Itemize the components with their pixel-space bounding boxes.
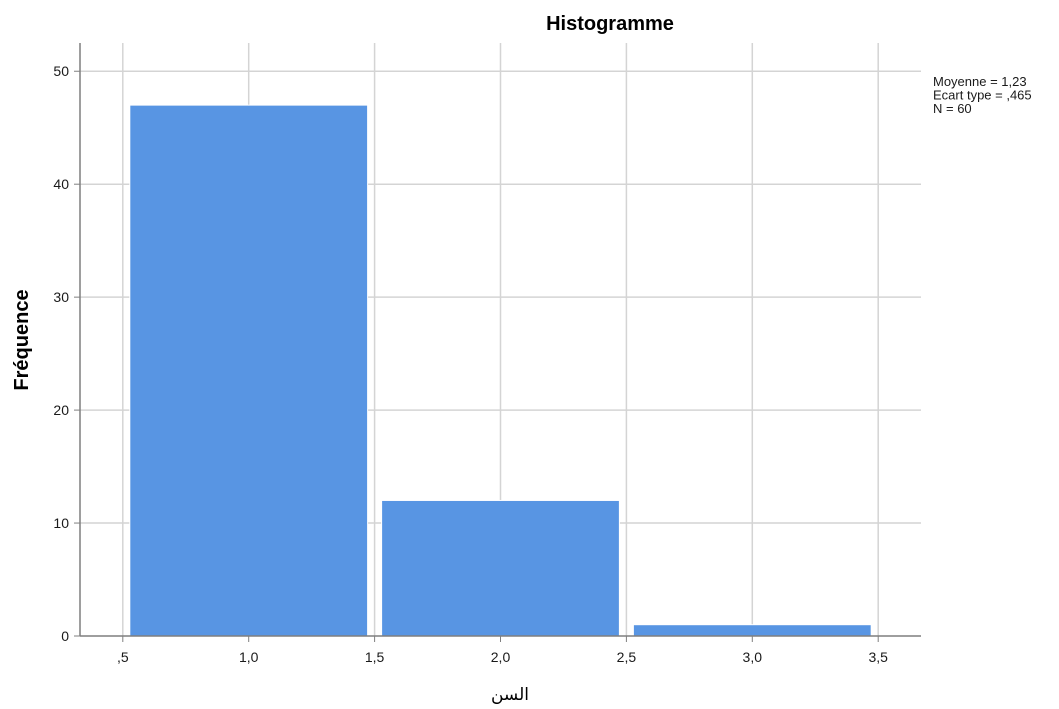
y-tick-label: 30 — [53, 289, 69, 305]
histogram-bar — [632, 624, 872, 637]
y-tick-label: 0 — [61, 628, 69, 644]
stat-line: Ecart type = ,465 — [933, 88, 1032, 103]
x-tick-label: ,5 — [117, 649, 129, 665]
y-tick-label: 40 — [53, 176, 69, 192]
x-tick-labels: ,5 1,0 1,5 2,0 2,5 3,0 3,5 — [117, 636, 888, 665]
histogram-bar — [381, 499, 620, 637]
y-tick-label: 10 — [53, 515, 69, 531]
y-axis-title: Fréquence — [11, 289, 33, 390]
y-tick-label: 20 — [53, 402, 69, 418]
x-axis-title: السن — [491, 685, 529, 705]
chart-title: Histogramme — [546, 13, 674, 35]
x-tick-label: 2,0 — [491, 649, 511, 665]
histogram-bar — [129, 104, 369, 637]
y-tick-label: 50 — [53, 63, 69, 79]
x-tick-label: 1,5 — [365, 649, 385, 665]
x-tick-label: 2,5 — [617, 649, 637, 665]
bars — [129, 104, 872, 637]
stat-line: Moyenne = 1,23 — [933, 74, 1027, 89]
y-tick-labels: 0 10 20 30 40 50 — [53, 63, 80, 644]
x-tick-label: 3,5 — [868, 649, 888, 665]
x-tick-label: 3,0 — [743, 649, 763, 665]
stat-line: N = 60 — [933, 101, 972, 116]
x-tick-label: 1,0 — [239, 649, 259, 665]
